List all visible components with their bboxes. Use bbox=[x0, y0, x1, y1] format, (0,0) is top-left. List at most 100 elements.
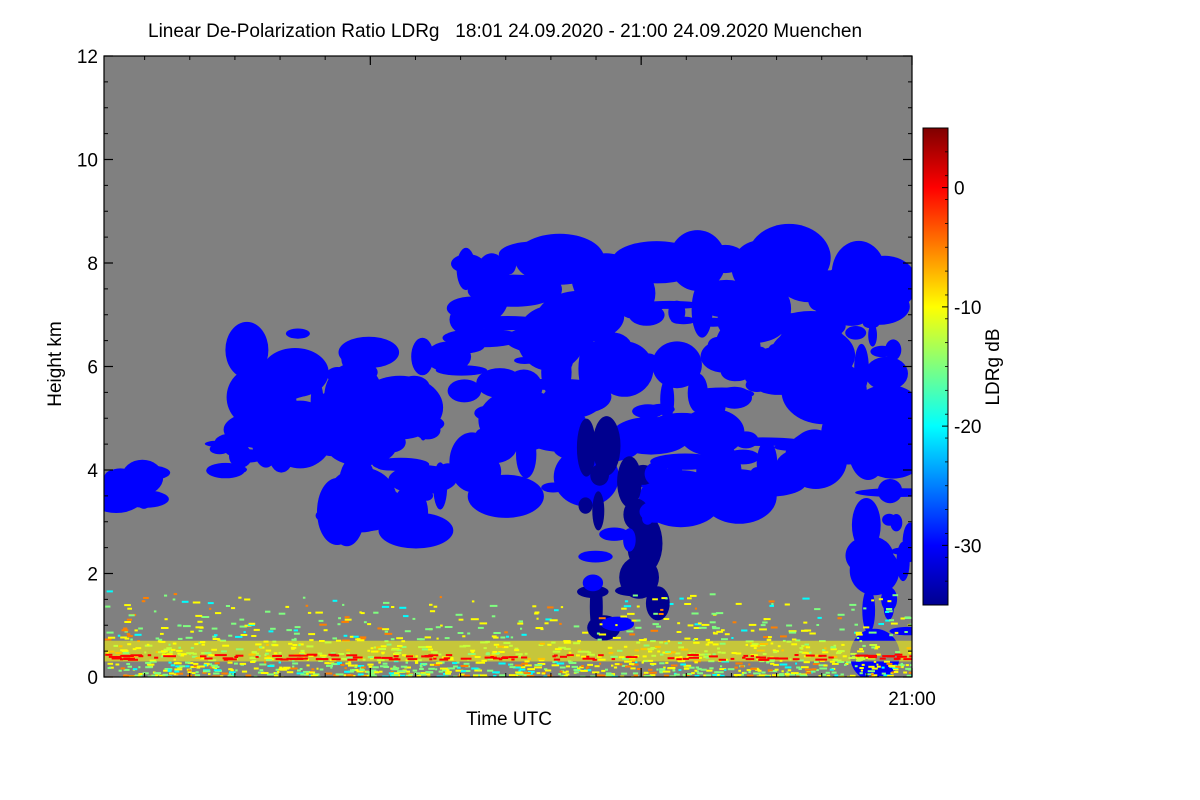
aerosol-pixel bbox=[638, 639, 647, 641]
aerosol-pixel bbox=[172, 598, 176, 601]
aerosol-pixel bbox=[694, 638, 699, 640]
aerosol-pixel bbox=[463, 670, 471, 672]
aerosol-pixel bbox=[259, 669, 264, 672]
aerosol-pixel bbox=[234, 662, 238, 665]
aerosol-pixel bbox=[672, 669, 676, 672]
aerosol-pixel bbox=[684, 667, 689, 670]
aerosol-pixel bbox=[565, 665, 570, 668]
cloud-blob bbox=[650, 453, 721, 470]
aerosol-pixel bbox=[306, 672, 309, 675]
aerosol-pixel bbox=[871, 667, 878, 670]
aerosol-pixel bbox=[455, 613, 463, 616]
aerosol-pixel bbox=[825, 671, 830, 674]
aerosol-pixel bbox=[774, 668, 779, 671]
aerosol-high-ldr bbox=[154, 656, 159, 659]
cloud-blob-bright bbox=[376, 462, 401, 471]
aerosol-pixel bbox=[901, 664, 904, 667]
aerosol-pixel bbox=[303, 670, 310, 673]
aerosol-pixel bbox=[203, 664, 207, 667]
aerosol-pixel bbox=[173, 593, 178, 596]
aerosol-pixel bbox=[382, 628, 390, 631]
aerosol-pixel bbox=[669, 675, 676, 677]
aerosol-pixel bbox=[585, 667, 588, 670]
aerosol-pixel bbox=[631, 619, 638, 622]
aerosol-pixel bbox=[717, 674, 720, 676]
aerosol-pixel bbox=[286, 629, 292, 632]
aerosol-pixel bbox=[778, 673, 784, 676]
aerosol-pixel bbox=[560, 606, 564, 609]
aerosol-pixel bbox=[207, 602, 214, 605]
cloud-blob bbox=[131, 465, 171, 480]
aerosol-high-ldr bbox=[374, 656, 381, 659]
aerosol-pixel bbox=[796, 673, 801, 676]
cloud-blob bbox=[849, 545, 900, 596]
aerosol-high-ldr bbox=[381, 656, 393, 659]
cloud-blob-bright bbox=[857, 442, 892, 456]
aerosol-pixel bbox=[433, 605, 438, 608]
aerosol-pixel bbox=[363, 621, 367, 624]
aerosol-pixel bbox=[479, 622, 488, 625]
aerosol-pixel bbox=[795, 639, 801, 642]
cloud-blob bbox=[862, 588, 876, 633]
cloud-blob bbox=[657, 477, 741, 508]
aerosol-pixel bbox=[167, 670, 172, 672]
aerosol-pixel bbox=[179, 665, 186, 668]
aerosol-pixel bbox=[176, 672, 184, 675]
aerosol-high-ldr bbox=[742, 656, 746, 659]
aerosol-pixel bbox=[286, 671, 294, 674]
aerosol-pixel bbox=[784, 666, 792, 669]
aerosol-high-ldr bbox=[718, 658, 726, 661]
aerosol-pixel bbox=[849, 603, 857, 606]
aerosol-high-ldr bbox=[214, 654, 227, 657]
aerosol-pixel bbox=[299, 668, 303, 670]
aerosol-pixel bbox=[859, 667, 864, 669]
aerosol-pixel bbox=[518, 669, 521, 672]
aerosol-pixel bbox=[516, 672, 524, 675]
aerosol-high-ldr bbox=[275, 658, 283, 661]
aerosol-pixel bbox=[470, 618, 479, 621]
aerosol-high-ldr bbox=[553, 658, 561, 661]
aerosol-pixel bbox=[403, 670, 408, 673]
colorbar-ticks: 0 -10 -20 -30 bbox=[942, 127, 981, 606]
aerosol-pixel bbox=[267, 665, 275, 667]
aerosol-pixel bbox=[781, 670, 784, 673]
aerosol-pixel bbox=[568, 662, 577, 664]
aerosol-high-ldr bbox=[288, 654, 301, 657]
aerosol-pixel bbox=[187, 671, 192, 674]
aerosol-high-ldr bbox=[393, 655, 399, 658]
aerosol-pixel bbox=[831, 671, 837, 674]
cloud-blob-bright bbox=[648, 403, 675, 415]
aerosol-pixel bbox=[802, 597, 810, 600]
aerosol-high-ldr bbox=[743, 654, 749, 657]
aerosol-pixel bbox=[344, 618, 352, 621]
aerosol-pixel bbox=[323, 629, 328, 632]
aerosol-pixel bbox=[420, 663, 428, 666]
aerosol-pixel bbox=[580, 669, 588, 672]
aerosol-pixel bbox=[239, 662, 247, 665]
aerosol-pixel bbox=[517, 622, 524, 625]
aerosol-pixel bbox=[577, 667, 581, 670]
aerosol-pixel bbox=[876, 663, 879, 666]
aerosol-pixel bbox=[834, 674, 839, 677]
aerosol-pixel bbox=[126, 633, 131, 636]
aerosol-pixel bbox=[683, 664, 692, 667]
aerosol-pixel bbox=[377, 627, 382, 630]
cloud-blob bbox=[691, 281, 713, 338]
aerosol-pixel bbox=[145, 661, 152, 664]
aerosol-pixel bbox=[161, 627, 169, 629]
aerosol-pixel bbox=[854, 623, 858, 626]
aerosol-pixel bbox=[883, 660, 890, 663]
aerosol-pixel bbox=[408, 673, 414, 676]
aerosol-pixel bbox=[419, 665, 423, 668]
aerosol-pixel bbox=[856, 637, 860, 639]
cloud-blob-bright bbox=[345, 405, 367, 422]
aerosol-pixel bbox=[367, 623, 372, 626]
aerosol-pixel bbox=[213, 672, 220, 675]
aerosol-pixel bbox=[155, 674, 159, 677]
aerosol-pixel bbox=[493, 675, 497, 677]
aerosol-pixel bbox=[241, 670, 248, 673]
aerosol-pixel bbox=[523, 673, 532, 676]
aerosol-pixel bbox=[393, 665, 396, 668]
aerosol-pixel bbox=[713, 632, 718, 635]
